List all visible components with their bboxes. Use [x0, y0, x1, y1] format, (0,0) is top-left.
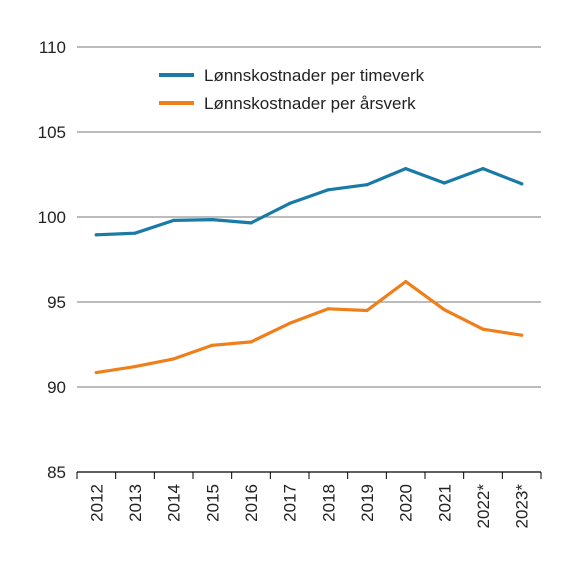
y-tick-label: 105: [38, 123, 66, 142]
y-tick-label: 110: [39, 38, 66, 57]
x-tick-label: 2015: [203, 484, 222, 522]
x-tick-label: 2020: [397, 484, 416, 522]
data-point: [172, 357, 176, 361]
data-point: [133, 365, 137, 369]
data-point: [288, 201, 292, 205]
data-point: [404, 280, 408, 284]
x-tick-label: 2017: [281, 484, 300, 522]
legend-label-arsverk: Lønnskostnader per årsverk: [204, 94, 416, 113]
x-tick-label: 2013: [126, 484, 145, 522]
legend: Lønnskostnader per timeverk Lønnskostnad…: [159, 66, 425, 113]
x-tick-label: 2019: [358, 484, 377, 522]
x-tick-label: 2022*: [474, 484, 493, 529]
legend-label-timeverk: Lønnskostnader per timeverk: [204, 66, 425, 85]
x-tick-label: 2016: [242, 484, 261, 522]
y-tick-label: 100: [38, 208, 66, 227]
y-tick-label: 85: [47, 463, 66, 482]
x-tick-label: 2023*: [513, 484, 532, 529]
data-point: [404, 166, 408, 171]
data-point: [326, 307, 330, 311]
series-line-0: [94, 167, 524, 237]
x-tick-label: 2018: [319, 484, 338, 522]
data-point: [210, 343, 214, 347]
data-point: [365, 183, 369, 187]
data-point: [210, 217, 214, 222]
y-tick-label: 95: [47, 293, 66, 312]
data-point: [94, 370, 98, 375]
data-point: [288, 321, 292, 325]
x-tick-label: 2012: [87, 484, 106, 522]
x-tick-label: 2014: [165, 484, 184, 522]
data-point: [481, 327, 485, 331]
data-point: [481, 166, 485, 171]
data-point: [249, 221, 253, 225]
y-axis-tick-labels: 85 90 95 100 105 110: [38, 38, 66, 482]
data-point: [520, 182, 524, 186]
data-point: [172, 218, 176, 222]
data-point: [94, 233, 98, 237]
y-tick-label: 90: [47, 378, 66, 397]
data-point: [249, 340, 253, 344]
x-tick-label: 2021: [435, 484, 454, 522]
x-axis: [76, 472, 542, 479]
series-line-1: [94, 280, 524, 375]
data-point: [442, 181, 446, 185]
data-point: [442, 308, 446, 312]
data-point: [133, 231, 137, 235]
data-point: [326, 188, 330, 192]
series-lines: [94, 166, 524, 375]
data-point: [520, 333, 524, 337]
data-point: [365, 308, 369, 313]
x-axis-tick-labels: 2012 2013 2014 2015 2016 2017 2018 2019 2020 2021…: [87, 484, 531, 529]
